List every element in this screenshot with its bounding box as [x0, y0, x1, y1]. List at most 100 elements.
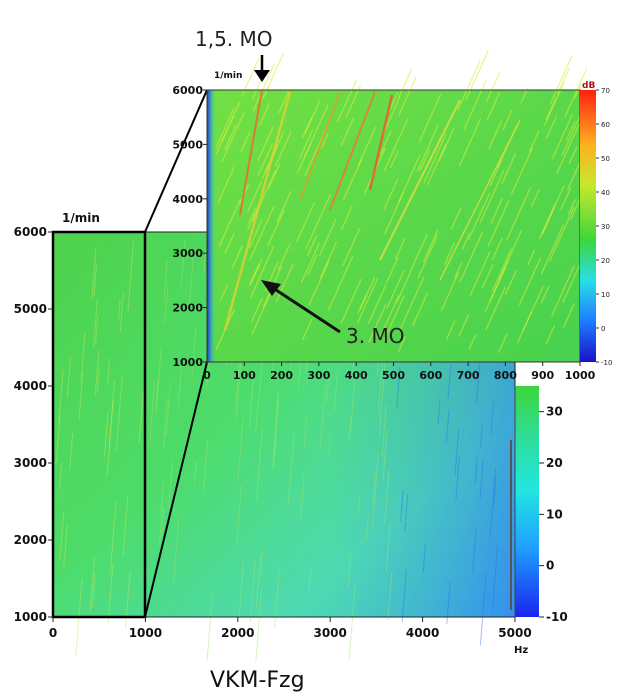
main-y-tick-label: 1000 — [14, 610, 47, 624]
inset-x-tick-label: 400 — [345, 369, 368, 382]
inset-plot-streaks — [215, 49, 596, 353]
inset-texture-streak — [277, 243, 291, 271]
inset-texture-streak — [258, 103, 271, 126]
main-texture-streak — [202, 440, 209, 495]
main-colorbar-tick-label: 20 — [546, 456, 563, 470]
main-texture-streak — [149, 381, 156, 443]
main-texture-streak — [372, 470, 376, 507]
inset-colorbar-tick-label: 0 — [601, 325, 605, 333]
inset-texture-streak — [505, 186, 532, 242]
inset-texture-streak — [345, 84, 362, 118]
inset-texture-streak — [247, 180, 263, 212]
inset-texture-streak — [454, 262, 463, 279]
inset-texture-streak — [443, 242, 456, 266]
inset-texture-streak — [467, 192, 491, 241]
zoom-connector-top — [144, 89, 208, 233]
main-texture-streak — [371, 451, 380, 530]
main-texture-streak — [422, 543, 427, 573]
main-texture-streak — [118, 299, 121, 320]
inset-texture-streak — [491, 237, 503, 261]
annotation-3-mo-arrowhead — [261, 280, 281, 296]
main-y-tick-label: 3000 — [14, 456, 47, 470]
inset-texture-streak — [379, 294, 400, 337]
main-texture-streak — [272, 397, 279, 469]
inset-texture-streak — [457, 59, 481, 111]
main-texture-streak — [109, 502, 117, 574]
inset-texture-streak — [386, 270, 405, 309]
inset-texture-streak — [219, 284, 229, 302]
inset-texture-streak — [262, 53, 284, 99]
main-texture-streak — [404, 494, 409, 532]
inset-texture-streak — [215, 107, 235, 149]
inset-texture-streak — [274, 131, 292, 167]
inset-colorbar-unit: dB — [582, 81, 595, 91]
inset-texture-streak — [340, 117, 355, 147]
main-texture-streak — [489, 468, 497, 539]
inset-texture-streak — [468, 334, 477, 350]
main-y-tick-label: 5000 — [14, 302, 47, 316]
main-x-tick-label: 4000 — [406, 626, 439, 640]
inset-texture-streak — [479, 169, 505, 224]
inset-order-line — [223, 91, 292, 331]
main-texture-streak — [476, 356, 481, 404]
inset-texture-streak — [545, 96, 558, 121]
main-texture-streak — [95, 315, 99, 344]
main-texture-streak — [193, 461, 197, 486]
inset-texture-streak — [486, 91, 501, 121]
inset-texture-streak — [446, 320, 456, 340]
inset-order-line — [299, 91, 341, 201]
zoom-connector-bottom — [144, 361, 208, 618]
inset-texture-streak — [486, 72, 501, 102]
inset-x-tick-label: 300 — [307, 369, 330, 382]
inset-texture-streak — [573, 82, 583, 99]
inset-texture-streak — [458, 118, 482, 167]
inset-texture-streak — [465, 49, 489, 101]
inset-texture-streak — [510, 147, 533, 195]
main-colorbar-tick-label: 10 — [546, 507, 563, 521]
inset-texture-streak — [381, 96, 401, 136]
inset-x-tick-label: 800 — [494, 369, 517, 382]
main-x-tick-label: 0 — [49, 626, 57, 640]
main-x-tick-label: 2000 — [221, 626, 254, 640]
inset-texture-streak — [217, 166, 235, 204]
inset-texture-streak — [388, 92, 399, 113]
inset-texture-streak — [501, 152, 517, 184]
inset-texture-streak — [248, 206, 275, 261]
main-texture-streak — [365, 515, 369, 541]
inset-texture-streak — [399, 276, 425, 331]
annotation-3-mo: 3. MO — [346, 324, 404, 348]
main-texture-streak — [248, 375, 254, 429]
main-texture-streak — [115, 375, 123, 452]
inset-texture-streak — [487, 200, 510, 247]
inset-texture-streak — [540, 224, 565, 275]
inset-y-tick-label: 2000 — [172, 302, 203, 315]
main-texture-streak — [474, 454, 478, 484]
inset-colorbar — [580, 90, 596, 362]
inset-texture-streak — [383, 117, 409, 172]
inset-texture-streak — [422, 229, 439, 263]
inset-order-line — [439, 119, 521, 281]
inset-texture-streak — [463, 80, 487, 131]
main-texture-streak — [93, 264, 97, 296]
main-texture-streak — [78, 372, 84, 421]
main-texture-streak — [490, 400, 495, 435]
main-texture-streak — [119, 292, 124, 333]
inset-x-tick-label: 900 — [531, 369, 554, 382]
main-texture-streak — [108, 380, 116, 451]
inset-plot-area — [207, 90, 580, 362]
inset-texture-streak — [396, 270, 412, 303]
main-colorbar-ticks: 30 20 10 0 -10 — [539, 405, 568, 624]
inset-texture-streak — [336, 79, 358, 123]
inset-y-tick-label: 3000 — [172, 247, 203, 260]
inset-texture-streak — [276, 190, 292, 223]
main-texture-streak — [254, 398, 259, 435]
main-texture-streak — [455, 455, 460, 500]
inset-texture-streak — [397, 69, 413, 99]
main-texture-streak — [256, 425, 263, 500]
inset-order-line — [368, 94, 394, 191]
inset-colorbar-tick-label: 20 — [601, 257, 610, 265]
inset-texture-streak — [485, 286, 506, 331]
main-texture-streak — [454, 430, 460, 476]
inset-texture-streak — [541, 185, 565, 235]
inset-order-line — [329, 91, 376, 211]
